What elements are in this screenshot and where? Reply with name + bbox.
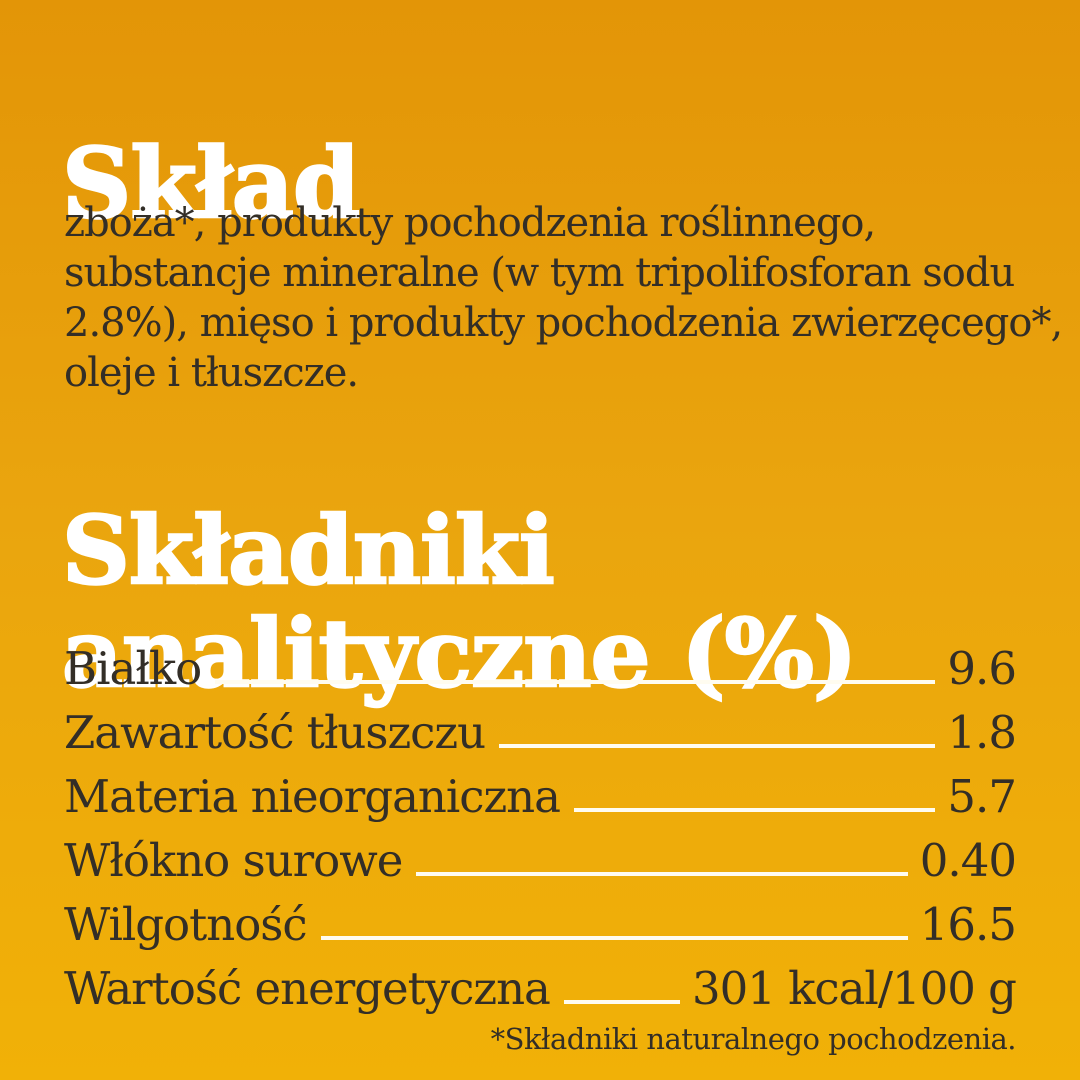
table-row: Białko 9.6 xyxy=(64,642,1017,706)
composition-paragraph: zboża*, produkty pochodzenia roślinnego,… xyxy=(64,198,1063,398)
composition-line: substancje mineralne (w tym tripolifosfo… xyxy=(64,250,1015,296)
leader-line xyxy=(320,936,908,940)
table-row: Włókno surowe 0.40 xyxy=(64,834,1017,898)
table-row: Wartość energetyczna 301 kcal/100 g xyxy=(64,962,1017,1026)
leader-line xyxy=(574,808,936,812)
row-label: Białko xyxy=(64,642,202,695)
analytical-title: Składniki analityczne (%) xyxy=(61,496,859,710)
table-row: Zawartość tłuszczu 1.8 xyxy=(64,706,1017,770)
leader-line xyxy=(215,680,936,684)
leader-line xyxy=(563,1000,680,1004)
row-label: Zawartość tłuszczu xyxy=(64,706,486,759)
row-label: Włókno surowe xyxy=(64,834,403,887)
row-value: 16.5 xyxy=(919,898,1017,951)
row-value: 301 kcal/100 g xyxy=(691,962,1017,1015)
composition-line: oleje i tłuszcze. xyxy=(64,350,359,396)
analytical-table: Białko 9.6 Zawartość tłuszczu 1.8 Materi… xyxy=(64,642,1017,1026)
composition-line: zboża*, produkty pochodzenia roślinnego, xyxy=(64,200,876,246)
row-label: Wilgotność xyxy=(64,898,308,951)
analytical-title-line-2: analityczne (%) xyxy=(61,599,859,710)
row-value: 5.7 xyxy=(947,770,1017,823)
row-value: 1.8 xyxy=(947,706,1017,759)
analytical-title-line-1: Składniki xyxy=(61,496,556,607)
composition-title: Skład xyxy=(61,127,362,241)
composition-line: 2.8%), mięso i produkty pochodzenia zwie… xyxy=(64,300,1063,346)
row-label: Wartość energetyczna xyxy=(64,962,551,1015)
leader-line xyxy=(499,744,936,748)
natural-origin-footnote: *Składniki naturalnego pochodzenia. xyxy=(490,1022,1017,1056)
table-row: Wilgotność 16.5 xyxy=(64,898,1017,962)
row-value: 0.40 xyxy=(919,834,1017,887)
row-label: Materia nieorganiczna xyxy=(64,770,561,823)
leader-line xyxy=(416,872,908,876)
row-value: 9.6 xyxy=(947,642,1017,695)
table-row: Materia nieorganiczna 5.7 xyxy=(64,770,1017,834)
